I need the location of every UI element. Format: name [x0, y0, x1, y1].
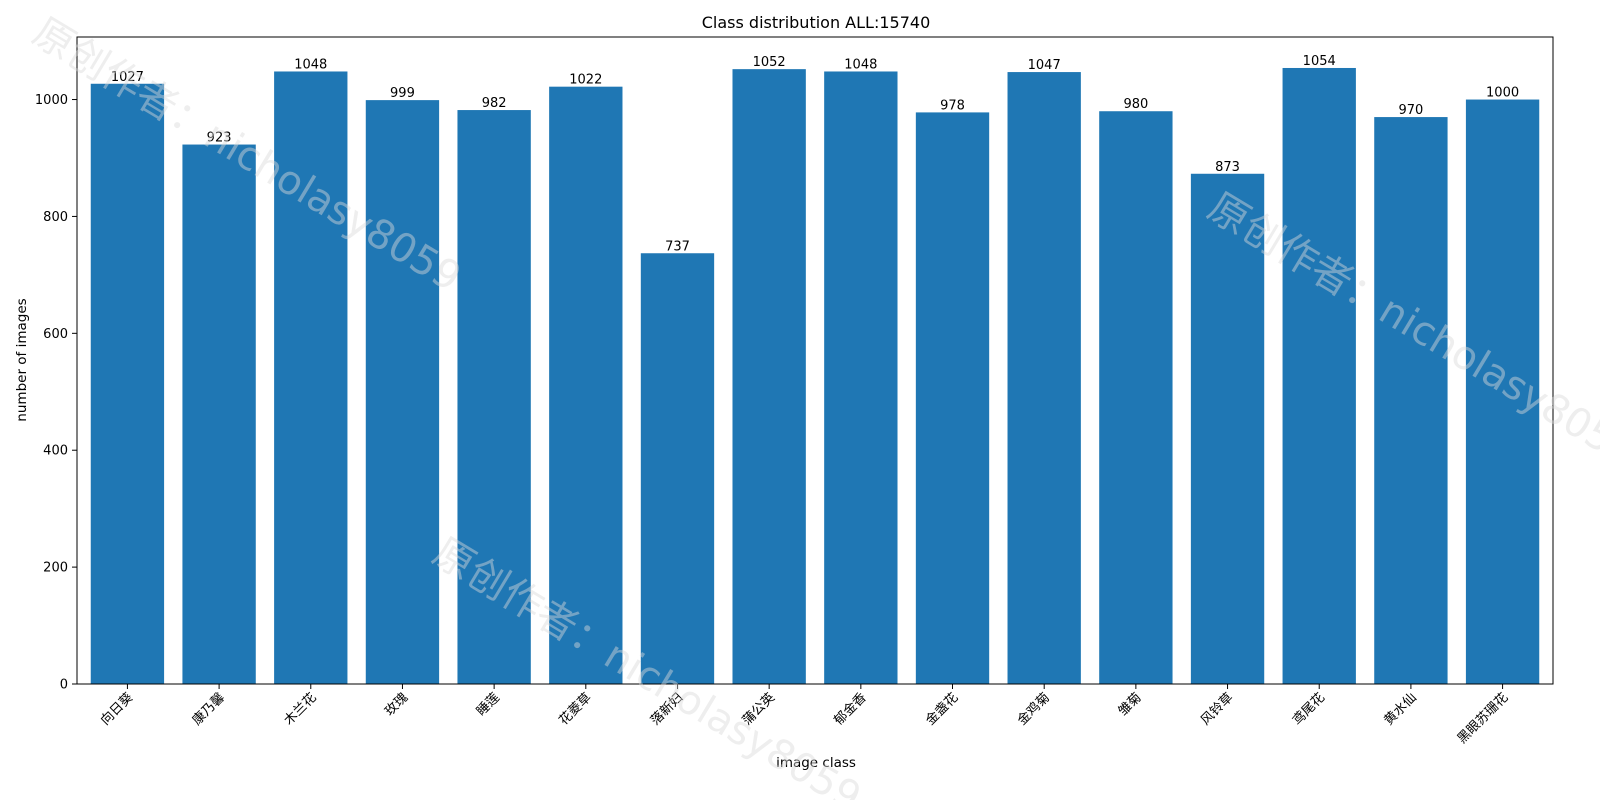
- bar: [1007, 72, 1081, 684]
- plot-frame: [76, 36, 1554, 685]
- data-label: 982: [482, 96, 507, 111]
- data-label: 1022: [569, 73, 602, 88]
- x-tick-label: 睡莲: [474, 690, 503, 719]
- y-tick-label: 400: [43, 444, 68, 459]
- x-tick-label: 风铃草: [1198, 690, 1236, 728]
- bar: [640, 253, 715, 684]
- bar: [1374, 117, 1448, 684]
- bar: [732, 69, 806, 684]
- y-tick-label: 0: [60, 678, 68, 693]
- x-tick-label: 鸢尾花: [1289, 690, 1328, 729]
- bar: [824, 71, 898, 685]
- y-tick-label: 200: [43, 561, 68, 576]
- x-tick-label: 金盏花: [922, 690, 961, 729]
- bar: [1190, 173, 1265, 684]
- x-tick-label: 花菱草: [556, 690, 595, 729]
- x-tick-label: 木兰花: [281, 690, 320, 729]
- data-label: 1052: [753, 55, 786, 70]
- x-tick-label: 黄水仙: [1382, 690, 1420, 728]
- data-label: 737: [665, 239, 690, 254]
- x-tick-label: 雏菊: [1115, 690, 1145, 720]
- y-tick-label: 600: [43, 327, 68, 342]
- bar: [1099, 111, 1173, 685]
- bar: [549, 86, 623, 685]
- y-tick-label: 1000: [35, 93, 68, 108]
- data-label: 1047: [1028, 58, 1061, 73]
- bar: [1282, 67, 1356, 685]
- y-tick-label: 800: [43, 210, 68, 225]
- data-label: 1048: [294, 57, 327, 72]
- bar: [274, 71, 348, 685]
- data-label: 1027: [111, 70, 144, 85]
- x-tick-label: 郁金香: [831, 690, 870, 729]
- plot-area: 1027 向日葵 923 康乃馨 1048 木兰花 999 玫瑰 982 睡莲 1022 花菱草 737…: [35, 36, 1554, 747]
- bar: [457, 110, 531, 684]
- bar: [1465, 99, 1540, 685]
- x-tick-label: 向日葵: [97, 690, 136, 729]
- data-label: 923: [207, 131, 232, 146]
- data-label: 1048: [844, 57, 877, 72]
- bar: [365, 100, 440, 685]
- x-tick-label: 康乃馨: [189, 690, 228, 729]
- x-tick-label: 玫瑰: [382, 690, 412, 720]
- bar: [915, 112, 990, 684]
- data-label: 873: [1215, 160, 1240, 175]
- x-tick-label: 金鸡菊: [1014, 690, 1053, 729]
- x-axis-title: image class: [776, 755, 856, 771]
- data-label: 999: [390, 86, 415, 101]
- y-axis-title: number of images: [14, 298, 30, 421]
- data-label: 978: [940, 98, 965, 113]
- bar: [182, 144, 256, 685]
- data-label: 980: [1123, 97, 1148, 112]
- data-label: 970: [1398, 103, 1423, 118]
- x-tick-label: 黑眼苏珊花: [1454, 690, 1511, 747]
- chart-title: Class distribution ALL:15740: [702, 13, 931, 32]
- bar: [90, 83, 165, 684]
- data-label: 1054: [1303, 54, 1336, 69]
- data-label: 1000: [1486, 86, 1519, 101]
